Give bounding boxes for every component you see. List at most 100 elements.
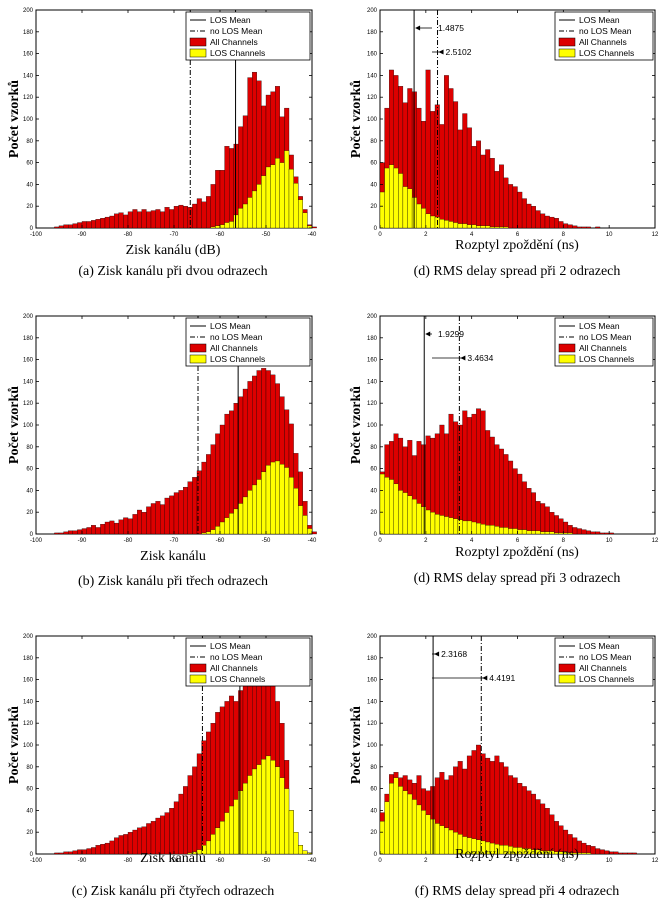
all-channels-bar	[494, 171, 500, 229]
all-channels-bar	[141, 512, 147, 535]
los-channels-bar	[581, 852, 587, 855]
all-channels-bar	[178, 490, 184, 535]
all-channels-bar	[311, 226, 317, 229]
y-tick-label: 40	[370, 808, 377, 814]
los-channels-swatch	[558, 674, 576, 684]
y-tick-label: 120	[367, 95, 378, 101]
all-channels-bar	[595, 848, 601, 855]
los-channels-bar	[398, 490, 404, 535]
all-channels-bar	[169, 495, 175, 535]
all-channels-bar	[187, 481, 193, 535]
los-channels-bar	[448, 829, 454, 855]
los-channels-bar	[265, 755, 271, 855]
all-channels-bar	[183, 486, 188, 535]
x-tick-label: -90	[78, 538, 87, 544]
legend-label: no LOS Mean	[579, 26, 632, 36]
los-channels-bar	[425, 814, 431, 855]
all-channels-bar	[544, 215, 550, 229]
y-axis-label: Počet vzorků	[349, 706, 364, 784]
x-tick-label: -60	[216, 232, 225, 238]
los-channels-bar	[279, 162, 285, 229]
x-tick-label: 12	[652, 858, 659, 864]
x-tick-label: -60	[216, 538, 225, 544]
los-channels-bar	[453, 518, 459, 535]
los-channels-bar	[526, 530, 532, 535]
all-channels-bar	[127, 832, 133, 855]
all-channels-bar	[100, 844, 106, 855]
all-channels-bar	[219, 170, 225, 229]
los-channels-bar	[238, 790, 244, 855]
los-channels-bar	[448, 517, 454, 535]
los-channels-bar	[215, 526, 221, 535]
los-channels-bar	[224, 812, 230, 855]
all-channels-bar	[489, 761, 495, 855]
los-channels-bar	[499, 226, 504, 229]
los-channels-bar	[379, 473, 385, 535]
legend-label: All Channels	[210, 663, 258, 673]
los-channels-bar	[238, 208, 244, 229]
x-tick-label: 4	[470, 538, 474, 544]
los-channels-bar	[288, 810, 294, 855]
los-channels-bar	[252, 190, 257, 229]
all-channels-bar	[95, 527, 101, 535]
los-channels-bar	[275, 158, 280, 229]
los-channels-bar	[494, 226, 500, 229]
x-tick-label: -90	[78, 232, 87, 238]
all-channels-bar	[581, 842, 587, 855]
y-tick-label: 200	[23, 634, 34, 640]
all-channels-bar	[480, 410, 486, 535]
all-channels-bar	[109, 520, 115, 535]
y-tick-label: 140	[367, 379, 378, 385]
y-tick-label: 140	[23, 73, 34, 79]
los-channels-bar	[544, 531, 550, 535]
y-tick-label: 40	[26, 182, 33, 188]
series-los-channels	[201, 460, 313, 535]
los-channels-bar	[242, 496, 248, 535]
all-channels-bar	[613, 851, 619, 855]
los-channels-bar	[210, 834, 216, 855]
los-channels-bar	[229, 805, 234, 855]
los-channels-bar	[210, 529, 216, 535]
los-channels-bar	[265, 166, 271, 229]
los-channels-bar	[242, 203, 248, 229]
y-tick-label: 0	[30, 226, 34, 232]
y-tick-label: 160	[23, 358, 34, 364]
all-channels-bar	[526, 203, 532, 229]
all-channels-bar	[187, 775, 193, 855]
all-channels-bar	[150, 503, 156, 535]
x-axis-label: Rozptyl zpoždění (ns)	[455, 847, 579, 862]
y-tick-label: 80	[26, 445, 33, 451]
all-channels-bar	[586, 845, 591, 855]
all-channels-bar	[604, 850, 610, 855]
los-channels-bar	[224, 517, 230, 535]
all-channels-bar	[480, 154, 486, 229]
los-channels-bar	[229, 513, 234, 535]
los-channels-bar	[298, 845, 303, 855]
all-channels-bar	[201, 461, 207, 535]
all-channels-bar	[535, 501, 541, 535]
x-tick-label: -80	[124, 858, 133, 864]
los-channels-bar	[494, 526, 500, 535]
legend-label: LOS Channels	[210, 674, 265, 684]
all-channels-bar	[141, 826, 147, 855]
all-channels-bar	[457, 424, 463, 535]
los-channels-bar	[508, 528, 514, 535]
all-channels-bar	[462, 113, 468, 229]
x-tick-label: 10	[606, 232, 613, 238]
all-channels-bar	[512, 777, 518, 855]
y-tick-label: 160	[23, 678, 34, 684]
all-channels-bar	[164, 207, 170, 229]
los-channels-bar	[430, 215, 436, 229]
legend-label: LOS Channels	[579, 354, 634, 364]
los-channels-bar	[434, 823, 440, 855]
y-tick-label: 120	[367, 401, 378, 407]
all-channels-bar	[595, 531, 601, 535]
los-channels-bar	[389, 164, 394, 229]
all-channels-bar	[141, 209, 147, 229]
all-channels-bar	[503, 177, 509, 229]
y-tick-label: 0	[374, 226, 378, 232]
legend-label: LOS Mean	[579, 15, 620, 25]
los-channels-bar	[270, 461, 276, 535]
los-channels-bar	[393, 167, 399, 229]
